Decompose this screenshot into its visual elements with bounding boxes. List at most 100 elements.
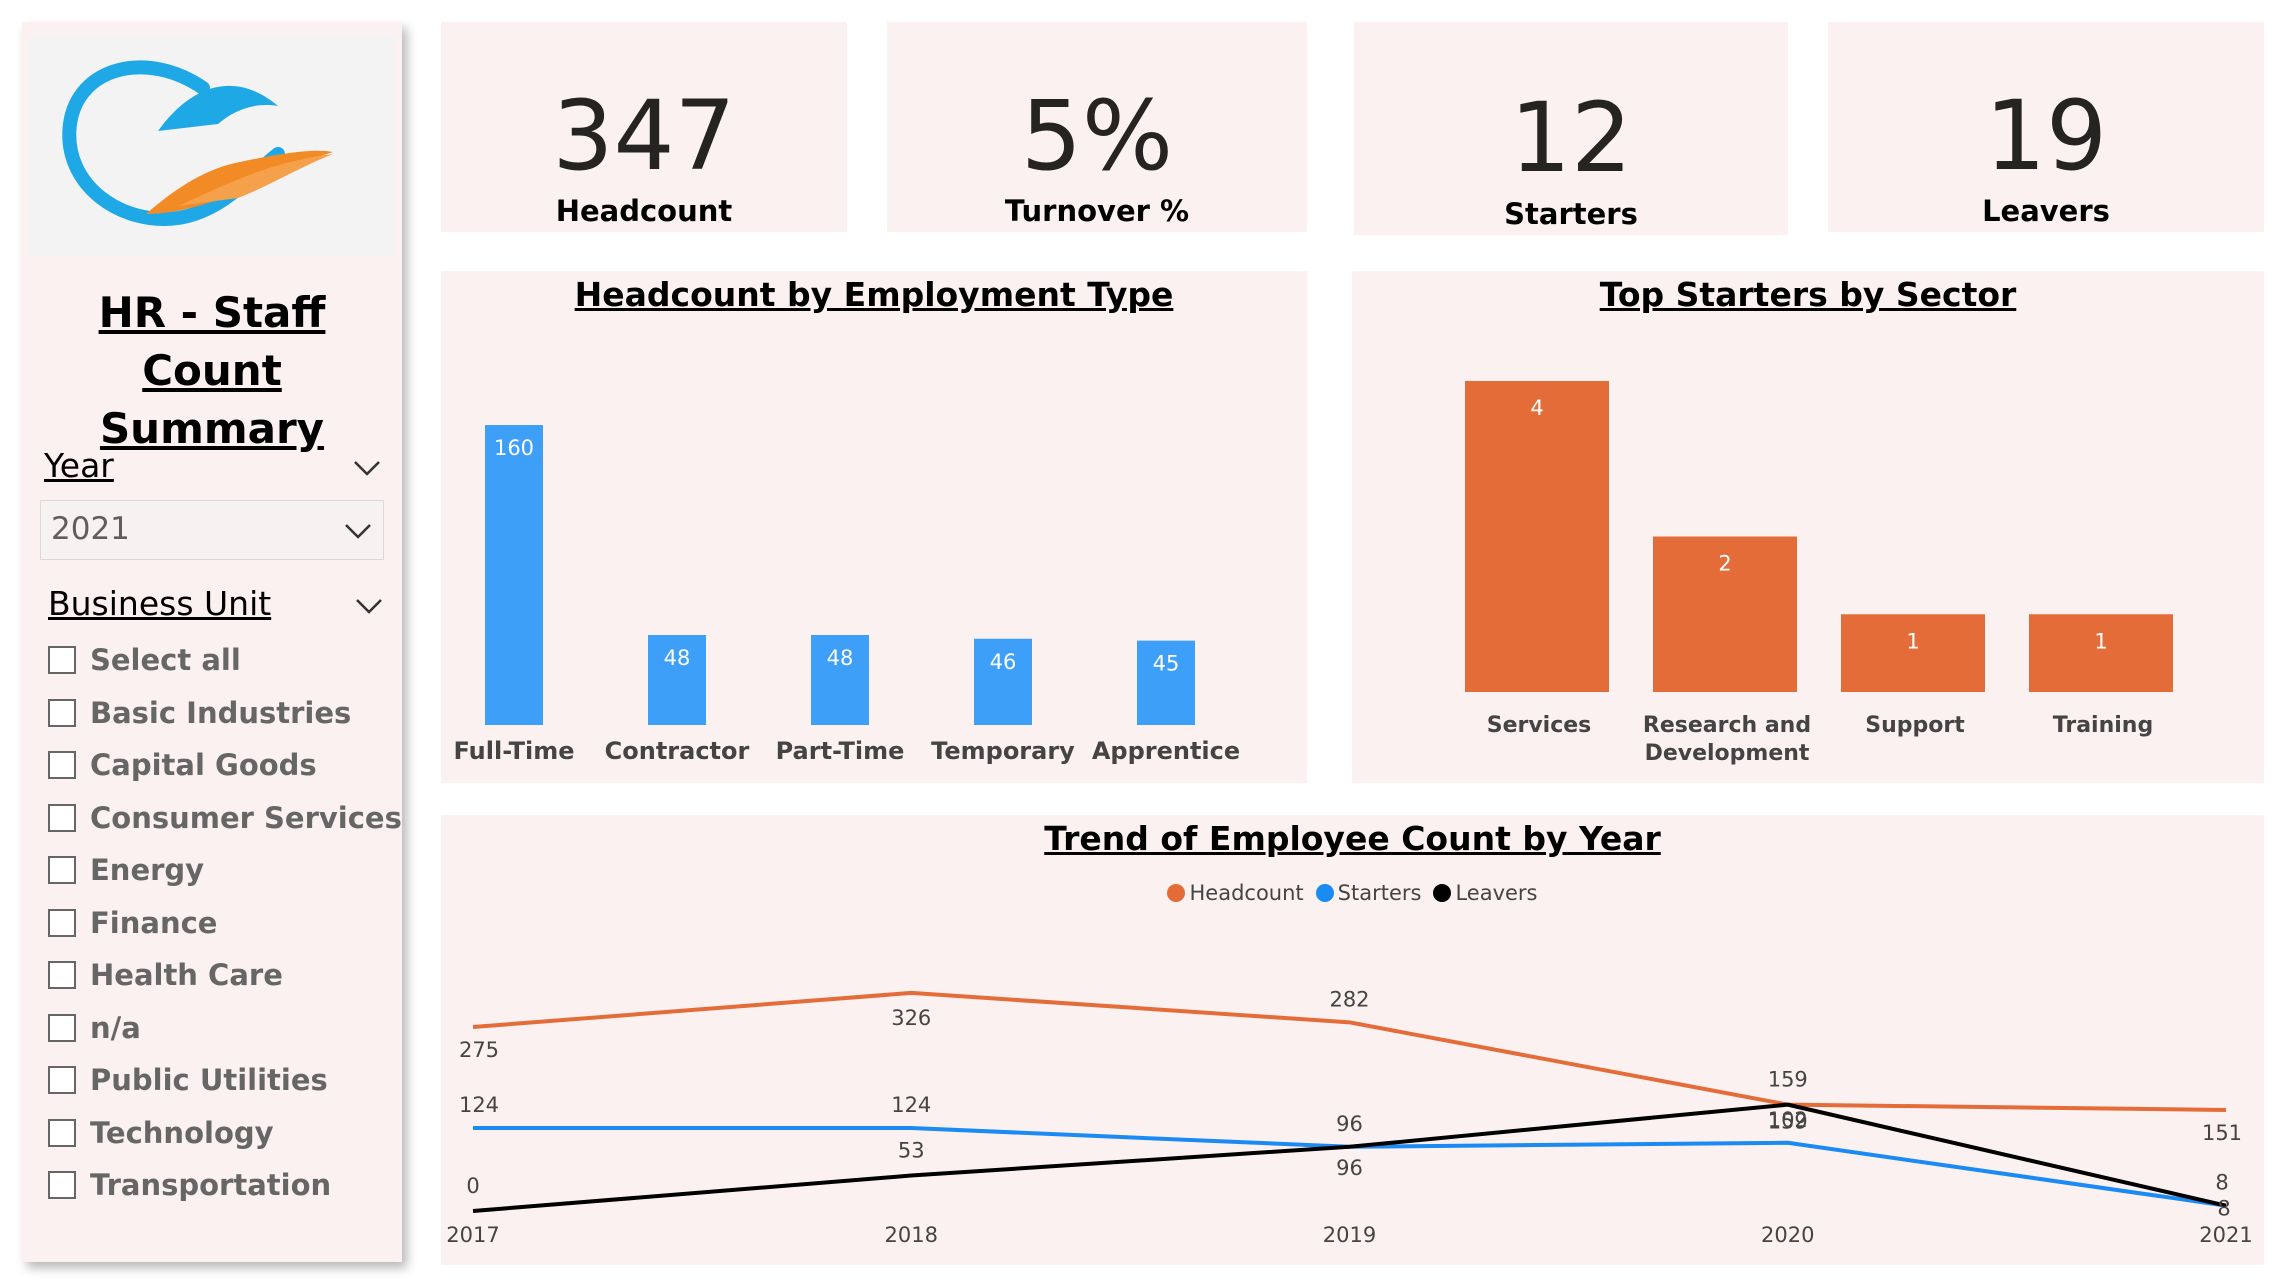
bar-data-label: 48 xyxy=(827,646,854,670)
business-unit-option-label: Capital Goods xyxy=(90,748,317,783)
x-axis-tick-label: 2019 xyxy=(1323,1223,1376,1247)
data-point-label: 96 xyxy=(1336,1156,1363,1180)
checkbox[interactable] xyxy=(48,908,76,937)
bar-chart-svg: 160 Full-Time 48 Contractor 48 Part-Time 46 Tem… xyxy=(453,425,1240,765)
chart-legend: Headcount Starters Leavers xyxy=(441,881,2264,905)
kpi-value: 19 xyxy=(1984,80,2108,192)
kpi-value: 12 xyxy=(1509,82,1633,194)
bar-data-label: 46 xyxy=(990,650,1017,674)
checkbox[interactable] xyxy=(48,1118,76,1147)
bar-data-label: 48 xyxy=(664,646,691,670)
business-unit-option-label: Health Care xyxy=(90,958,283,993)
kpi-label: Leavers xyxy=(1982,194,2110,228)
category-label: Contractor xyxy=(605,737,750,765)
kpi-value: 347 xyxy=(552,80,736,192)
checkbox[interactable] xyxy=(48,1171,76,1200)
data-point-label: 151 xyxy=(2202,1121,2242,1145)
chevron-down-icon xyxy=(345,524,371,539)
chart-title: Top Starters by Sector xyxy=(1599,275,2017,314)
bar[interactable] xyxy=(1137,640,1195,725)
dashboard-title: HR - Staff Count Summary xyxy=(22,284,402,458)
category-label: Apprentice xyxy=(1092,737,1240,765)
x-axis-tick-label: 2018 xyxy=(885,1223,938,1247)
bar[interactable] xyxy=(1653,536,1797,693)
checkbox[interactable] xyxy=(48,961,76,990)
bar-data-label: 1 xyxy=(2094,629,2107,653)
filter-sidebar: HR - Staff Count Summary Year 2021 Busin… xyxy=(22,22,402,1262)
checkbox[interactable] xyxy=(48,856,76,885)
business-unit-option[interactable]: Consumer Services xyxy=(48,792,402,845)
business-unit-option[interactable]: Health Care xyxy=(48,949,402,1002)
business-unit-option[interactable]: Public Utilities xyxy=(48,1054,402,1107)
chevron-down-icon[interactable] xyxy=(354,596,384,616)
bar-data-label: 2 xyxy=(1718,552,1731,576)
bar-data-label: 160 xyxy=(494,436,534,460)
kpi-label: Turnover % xyxy=(1004,194,1190,228)
chart-title: Headcount by Employment Type xyxy=(574,275,1174,314)
business-unit-option[interactable]: Basic Industries xyxy=(48,687,402,740)
legend-dot xyxy=(1315,884,1334,902)
checkbox[interactable] xyxy=(48,751,76,780)
x-axis-tick-label: 2021 xyxy=(2199,1223,2252,1247)
legend-dot xyxy=(1167,884,1186,902)
category-label: Support xyxy=(1865,713,1965,738)
business-unit-option-label: Energy xyxy=(90,853,205,888)
bar[interactable] xyxy=(648,635,706,725)
business-unit-option[interactable]: Technology xyxy=(48,1107,402,1160)
business-unit-option[interactable]: Select all xyxy=(48,634,402,687)
bar[interactable] xyxy=(1841,614,1985,692)
chart-title: Trend of Employee Count by Year xyxy=(1044,819,1661,858)
checkbox[interactable] xyxy=(48,698,76,727)
kpi-card-leavers: 19 Leavers xyxy=(1828,22,2264,232)
top-starters-by-sector-chart: Top Starters by Sector 4 Services 2 Researc… xyxy=(1352,271,2264,783)
category-label: Part-Time xyxy=(776,737,905,765)
checkbox[interactable] xyxy=(48,646,76,675)
business-unit-option[interactable]: Energy xyxy=(48,844,402,897)
bar-data-label: 45 xyxy=(1153,652,1180,676)
legend-item-starters[interactable]: Starters xyxy=(1315,881,1421,905)
year-dropdown-value: 2021 xyxy=(51,511,130,547)
kpi-value: 5% xyxy=(1020,80,1174,192)
dashboard-title-line1: HR - Staff Count xyxy=(98,288,326,395)
business-unit-option-label: n/a xyxy=(90,1010,141,1045)
legend-item-headcount[interactable]: Headcount xyxy=(1167,881,1304,905)
data-point-label: 124 xyxy=(891,1093,931,1117)
business-unit-option-label: Transportation xyxy=(90,1168,332,1203)
category-label: Training xyxy=(2053,713,2153,738)
legend-label: Headcount xyxy=(1189,881,1304,905)
chevron-down-icon[interactable] xyxy=(352,458,382,478)
year-slicer-label: Year xyxy=(44,446,114,485)
data-point-label: 8 xyxy=(2215,1171,2228,1195)
series-line-leavers xyxy=(472,1102,2227,1213)
legend-item-leavers[interactable]: Leavers xyxy=(1433,881,1538,905)
business-unit-slicer-label: Business Unit xyxy=(48,584,272,623)
bar[interactable] xyxy=(2029,614,2173,692)
business-unit-option-label: Select all xyxy=(90,643,241,678)
bar[interactable] xyxy=(485,425,543,725)
business-unit-option[interactable]: Finance xyxy=(48,897,402,950)
business-unit-option[interactable]: n/a xyxy=(48,1002,402,1055)
series-line-headcount xyxy=(472,990,2227,1112)
category-label: Temporary xyxy=(931,737,1075,765)
business-unit-option[interactable]: Transportation xyxy=(48,1159,402,1212)
bar[interactable] xyxy=(1465,381,1609,692)
kpi-label: Headcount xyxy=(555,194,733,228)
checkbox[interactable] xyxy=(48,1013,76,1042)
data-point-label: 102 xyxy=(1768,1108,1808,1132)
checkbox[interactable] xyxy=(48,803,76,832)
x-axis-tick-label: 2017 xyxy=(446,1223,499,1247)
data-point-label: 159 xyxy=(1768,1110,1808,1134)
bar[interactable] xyxy=(974,638,1032,725)
year-dropdown[interactable]: 2021 xyxy=(40,500,384,560)
company-logo-swoosh-icon xyxy=(62,60,333,226)
headcount-by-employment-type-chart: Headcount by Employment Type 160 Full-Tim… xyxy=(441,271,1307,783)
bar[interactable] xyxy=(811,635,869,725)
business-unit-list: Select all Basic Industries Capital Good… xyxy=(48,634,402,1212)
data-point-label: 53 xyxy=(898,1139,925,1163)
business-unit-option-label: Finance xyxy=(90,905,218,940)
business-unit-option-label: Technology xyxy=(90,1115,274,1150)
category-label: Research and xyxy=(1643,713,1811,738)
kpi-card-headcount: 347 Headcount xyxy=(441,22,847,232)
checkbox[interactable] xyxy=(48,1066,76,1095)
business-unit-option[interactable]: Capital Goods xyxy=(48,739,402,792)
